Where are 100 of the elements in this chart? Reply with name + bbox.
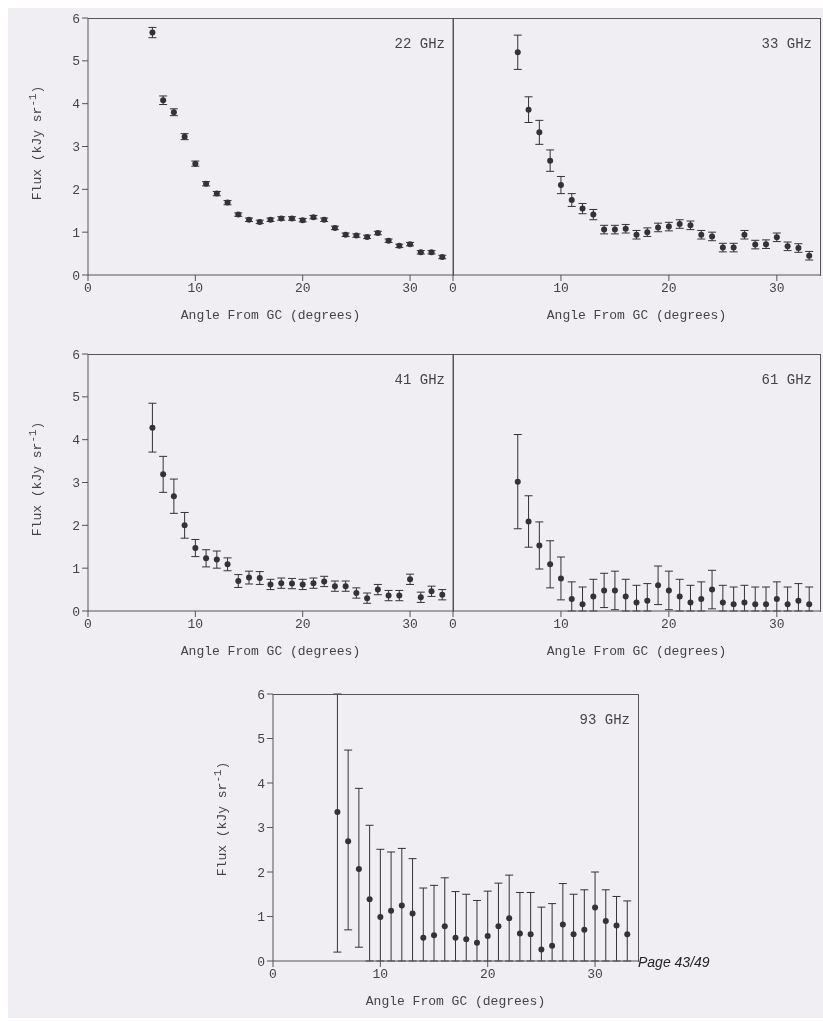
point [773, 596, 780, 603]
x-tick-label: 10 [553, 617, 569, 633]
point [581, 926, 588, 933]
text: 33 GHz [761, 36, 812, 52]
point [592, 904, 599, 911]
x-tick-label: 0 [449, 617, 457, 633]
x-axis-title: Angle From GC (degrees) [546, 644, 727, 659]
point [602, 917, 609, 924]
y-tick-label: 5 [257, 732, 265, 748]
point [590, 593, 597, 600]
point [149, 424, 156, 431]
point [698, 596, 705, 603]
y-tick-label: 3 [257, 821, 265, 837]
point [463, 936, 470, 943]
point [484, 933, 491, 940]
x-tick-label: 20 [661, 281, 677, 297]
point [624, 931, 631, 938]
y-tick-label: 3 [72, 140, 80, 156]
point [601, 587, 608, 594]
x-tick-label: 10 [187, 281, 204, 297]
point [741, 599, 748, 606]
point [557, 182, 564, 189]
point [806, 601, 813, 608]
y-tick-label: 0 [72, 268, 80, 284]
x-tick-label: 20 [479, 967, 496, 983]
text: 22 GHz [394, 36, 445, 52]
x-tick-label: 10 [553, 281, 569, 297]
x-axis-title: Angle From GC (degrees) [180, 644, 361, 659]
x-tick-label: 10 [187, 617, 204, 633]
point [613, 922, 620, 929]
x-axis-title: Angle From GC (degrees) [180, 308, 361, 323]
point [795, 597, 802, 604]
point [655, 582, 662, 589]
point [514, 478, 521, 485]
point [665, 587, 672, 594]
point [547, 157, 554, 164]
point [687, 599, 694, 606]
point [213, 556, 220, 563]
point [622, 593, 629, 600]
point [527, 931, 534, 938]
y-tick-label: 2 [257, 865, 265, 881]
point [355, 865, 362, 872]
y-tick-label: 4 [257, 776, 266, 792]
x-tick-label: 0 [449, 281, 457, 297]
point [538, 946, 545, 953]
point [568, 596, 575, 603]
annotation: Page 43/49 [638, 954, 710, 970]
point [160, 471, 167, 478]
point [763, 601, 770, 608]
y-tick-label: 6 [72, 11, 80, 27]
y-tick-label: 5 [72, 390, 80, 406]
point [633, 599, 640, 606]
point [224, 561, 231, 568]
point [719, 599, 726, 606]
point [579, 601, 586, 608]
point [506, 915, 513, 922]
y-tick-label: 2 [72, 518, 80, 534]
point [570, 931, 577, 938]
point [181, 522, 188, 529]
x-axis-title: Angle From GC (degrees) [546, 308, 727, 323]
point [377, 913, 384, 920]
point [557, 575, 564, 582]
point [420, 934, 427, 941]
y-tick-label: 1 [72, 225, 81, 241]
point [514, 49, 521, 56]
point [473, 939, 480, 946]
point [536, 542, 543, 549]
y-tick-label: 6 [257, 687, 265, 703]
x-tick-label: 20 [294, 617, 311, 633]
x-tick-label: 30 [402, 617, 418, 633]
point [709, 586, 716, 593]
y-tick-label: 0 [257, 954, 265, 970]
point [246, 574, 253, 581]
point [752, 601, 759, 608]
point [644, 597, 651, 604]
y-tick-label: 2 [72, 182, 80, 198]
point [452, 934, 459, 941]
point [516, 930, 523, 937]
x-axis-title: Angle From GC (degrees) [365, 994, 546, 1009]
point [366, 896, 373, 903]
point [611, 587, 618, 594]
y-tick-label: 4 [72, 433, 81, 449]
y-tick-label: 5 [72, 54, 80, 70]
point [547, 561, 554, 568]
x-tick-label: 30 [402, 281, 418, 297]
point [388, 907, 395, 914]
y-tick-label: 6 [72, 347, 80, 363]
text: 93 GHz [579, 712, 630, 728]
point [235, 578, 242, 585]
x-tick-label: 20 [294, 281, 311, 297]
x-tick-label: 10 [372, 967, 389, 983]
x-tick-label: 30 [769, 617, 785, 633]
point [192, 545, 199, 552]
point [525, 518, 532, 525]
point [398, 902, 405, 909]
x-tick-label: 0 [269, 967, 277, 983]
point [203, 555, 210, 562]
point [568, 197, 575, 204]
point [784, 601, 791, 608]
x-tick-label: 30 [769, 281, 785, 297]
